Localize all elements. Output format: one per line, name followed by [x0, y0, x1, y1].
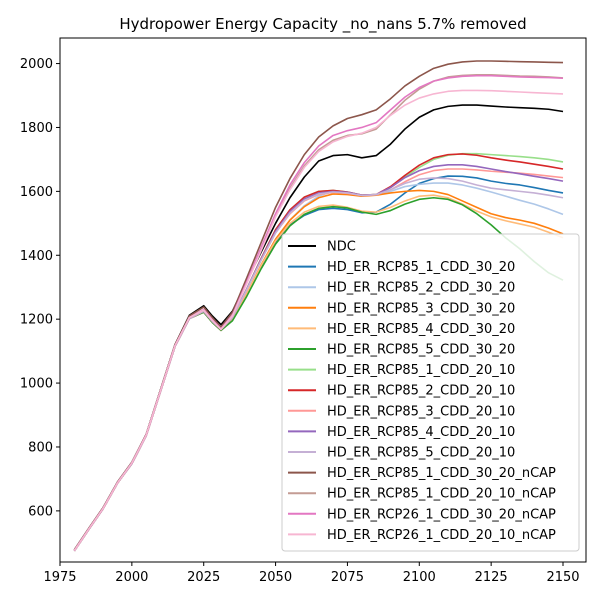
- chart-title: Hydropower Energy Capacity _no_nans 5.7%…: [119, 15, 526, 34]
- x-tick-label-0: 1975: [43, 570, 76, 585]
- series-layer: [73, 60, 564, 552]
- y-tick-label-7: 2000: [20, 57, 53, 72]
- legend-label-5: HD_ER_RCP85_5_CDD_30_20: [327, 343, 515, 358]
- y-tick-label-3: 1200: [20, 313, 53, 328]
- x-tick-label-2: 2025: [187, 570, 220, 585]
- legend-label-13: HD_ER_RCP26_1_CDD_30_20_nCAP: [327, 507, 556, 522]
- legend-label-4: HD_ER_RCP85_4_CDD_30_20: [327, 322, 515, 337]
- x-axis: 1975 2000 2025 2050 2075 2100 2125 2150: [43, 562, 580, 585]
- y-tick-label-4: 1400: [20, 249, 53, 264]
- plot-frame: [59, 37, 587, 563]
- legend-box: [281, 233, 580, 552]
- legend-label-6: HD_ER_RCP85_1_CDD_20_10: [327, 363, 515, 378]
- legend-label-11: HD_ER_RCP85_1_CDD_30_20_nCAP: [327, 466, 556, 481]
- legend-label-8: HD_ER_RCP85_3_CDD_20_10: [327, 404, 515, 419]
- x-tick-label-6: 2125: [475, 570, 508, 585]
- y-axis: 600 800 1000 1200 1400 1600 1800 2000: [20, 57, 60, 519]
- y-tick-label-5: 1600: [20, 185, 53, 200]
- x-tick-label-7: 2150: [546, 570, 579, 585]
- legend-label-12: HD_ER_RCP85_1_CDD_20_10_nCAP: [327, 487, 556, 502]
- legend-label-0: NDC: [327, 240, 356, 255]
- y-tick-label-2: 1000: [20, 377, 53, 392]
- legend-label-1: HD_ER_RCP85_1_CDD_30_20: [327, 260, 515, 275]
- legend-label-14: HD_ER_RCP26_1_CDD_20_10_nCAP: [327, 528, 556, 543]
- series-line-14: [73, 89, 564, 551]
- legend-label-2: HD_ER_RCP85_2_CDD_30_20: [327, 281, 515, 296]
- x-tick-label-1: 2000: [115, 570, 148, 585]
- y-tick-label-0: 600: [28, 504, 53, 519]
- x-tick-label-5: 2100: [403, 570, 436, 585]
- y-tick-label-6: 1800: [20, 121, 53, 136]
- y-tick-label-1: 800: [28, 440, 53, 455]
- legend-label-7: HD_ER_RCP85_2_CDD_20_10: [327, 384, 515, 399]
- x-tick-label-4: 2075: [331, 570, 364, 585]
- legend-label-9: HD_ER_RCP85_4_CDD_20_10: [327, 425, 515, 440]
- legend-label-3: HD_ER_RCP85_3_CDD_30_20: [327, 301, 515, 316]
- x-tick-label-3: 2050: [259, 570, 292, 585]
- legend-label-10: HD_ER_RCP85_5_CDD_20_10: [327, 446, 515, 461]
- legend: NDC HD_ER_RCP85_1_CDD_30_20 HD_ER_RCP85_2_…: [281, 233, 580, 552]
